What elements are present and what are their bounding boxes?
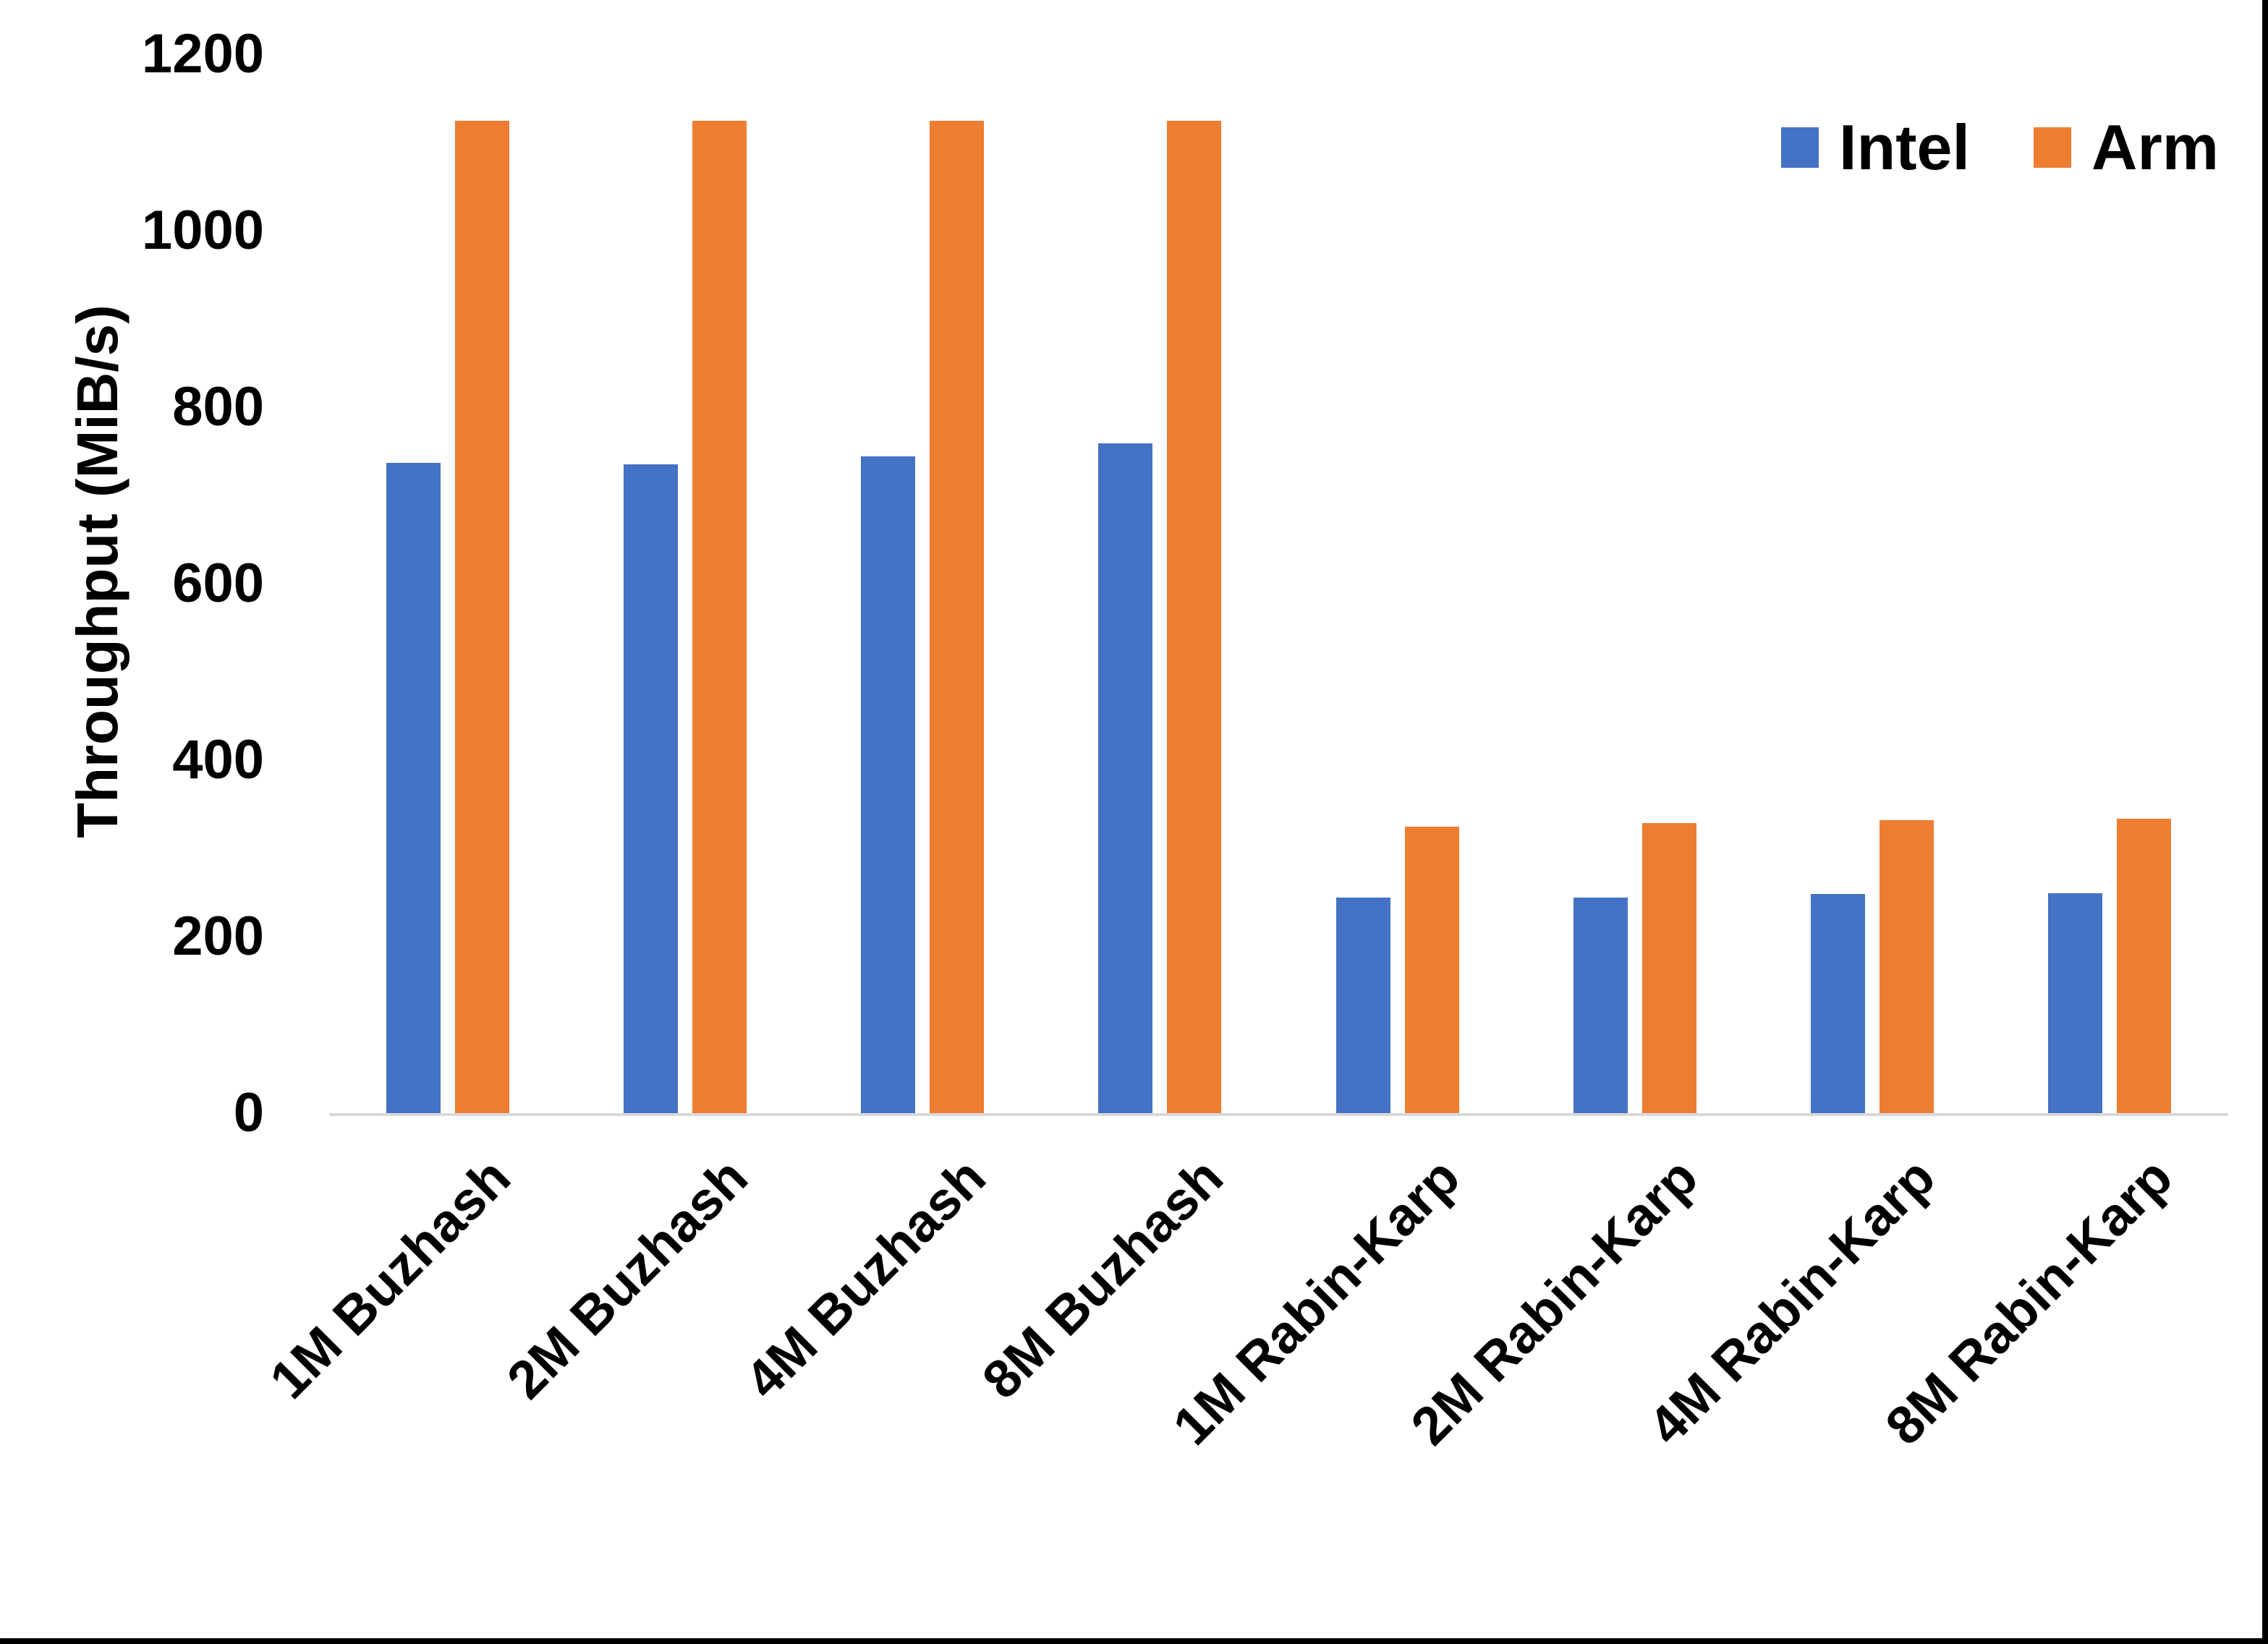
legend-swatch-icon: [1781, 127, 1819, 168]
bar-intel-6: [1573, 898, 1628, 1113]
y-tick-label: 400: [172, 729, 264, 791]
bar-intel-3: [861, 456, 916, 1113]
x-axis-line: [329, 1113, 2228, 1116]
bar-arm-4: [1167, 120, 1222, 1113]
bar-arm-1: [455, 120, 510, 1113]
x-axis-label: 8M Buzhash: [970, 1146, 1234, 1410]
bar-arm-2: [692, 120, 747, 1113]
x-axis-label: 1M Buzhash: [258, 1146, 522, 1410]
bar-intel-4: [1098, 443, 1153, 1113]
y-tick-label: 200: [172, 906, 264, 967]
bar-intel-5: [1335, 898, 1390, 1113]
y-tick-label: 0: [233, 1082, 264, 1143]
legend-item-intel: Intel: [1781, 116, 1970, 179]
legend-swatch-icon: [2033, 127, 2071, 168]
legend: Intel Arm: [1781, 114, 2219, 181]
bar-intel-1: [386, 462, 441, 1113]
bar-arm-7: [1879, 819, 1934, 1113]
legend-label: Arm: [2091, 111, 2219, 183]
y-tick-label: 1200: [141, 23, 264, 85]
y-tick-label: 800: [172, 376, 264, 438]
x-axis-label: 2M Buzhash: [496, 1146, 760, 1410]
y-tick-label: 1000: [141, 200, 264, 261]
bar-intel-8: [2047, 893, 2102, 1113]
bar-arm-8: [2116, 818, 2171, 1113]
legend-label: Intel: [1839, 111, 1970, 183]
bar-intel-2: [624, 464, 679, 1113]
bar-intel-7: [1810, 894, 1865, 1113]
bar-arm-6: [1641, 822, 1696, 1113]
bar-arm-5: [1404, 826, 1459, 1113]
y-tick-label: 600: [172, 553, 264, 614]
legend-item-arm: Arm: [2033, 111, 2219, 183]
x-axis-label: 4M Buzhash: [733, 1146, 997, 1410]
bar-arm-3: [930, 120, 985, 1113]
